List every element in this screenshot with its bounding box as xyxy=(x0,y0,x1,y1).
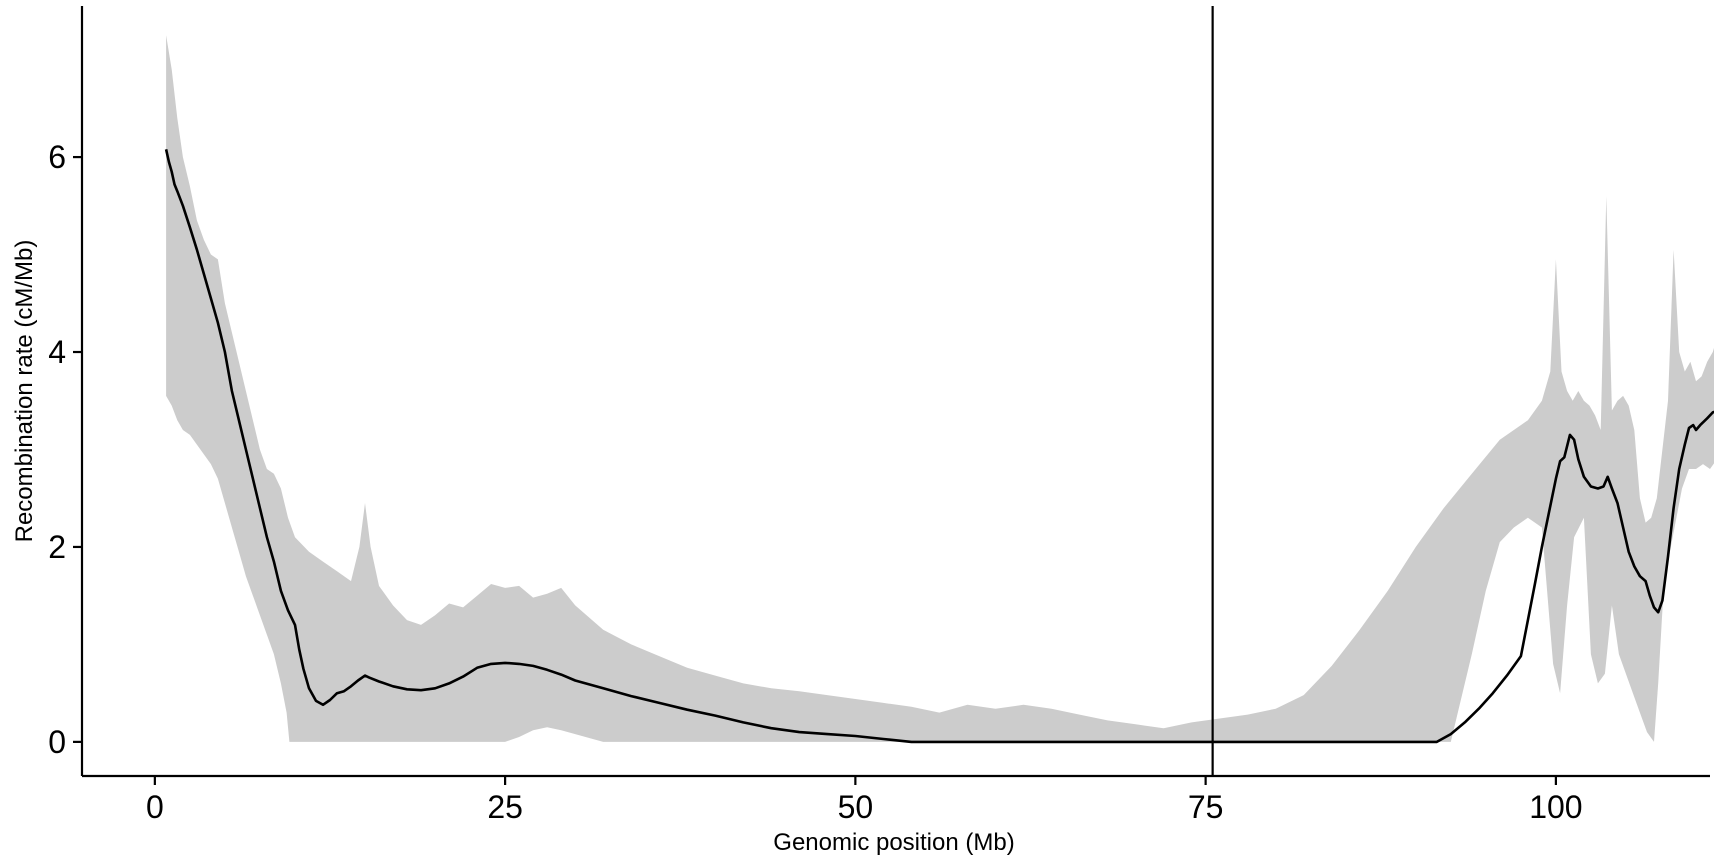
x-axis-ticks: 0 25 50 75 100 xyxy=(146,776,1583,825)
x-tick-label: 0 xyxy=(146,789,164,825)
x-tick-label: 75 xyxy=(1188,789,1224,825)
y-tick-label: 4 xyxy=(48,334,66,370)
confidence-band xyxy=(166,35,1714,742)
y-tick-label: 6 xyxy=(48,139,66,175)
x-tick-label: 50 xyxy=(838,789,874,825)
y-axis-ticks: 0 2 4 6 xyxy=(48,139,82,760)
y-tick-label: 2 xyxy=(48,529,66,565)
y-axis-title: Recombination rate (cM/Mb) xyxy=(11,240,38,543)
y-tick-label: 0 xyxy=(48,724,66,760)
x-tick-label: 100 xyxy=(1529,789,1582,825)
x-tick-label: 25 xyxy=(487,789,523,825)
recombination-rate-line xyxy=(164,149,1714,744)
x-axis-title: Genomic position (Mb) xyxy=(773,829,1014,856)
